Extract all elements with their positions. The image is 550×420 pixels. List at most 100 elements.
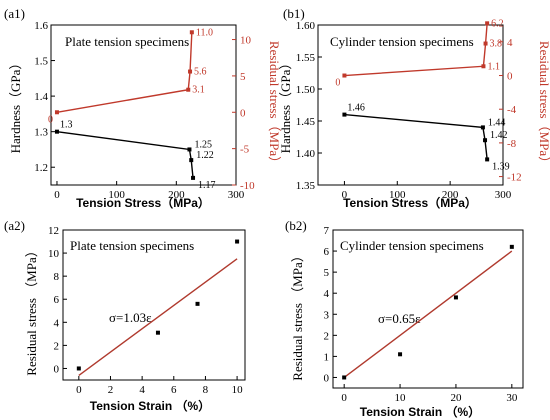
- data-label: 3.1: [192, 85, 205, 96]
- panel-a2: (a2) Plate tension specimens Tension Str…: [4, 218, 246, 413]
- y-tick-label: 1.50: [296, 84, 316, 96]
- x-tick-label: 2: [108, 384, 114, 396]
- x-tick-label: 0: [342, 189, 348, 201]
- data-point: [189, 30, 194, 35]
- x-tick-label: 30: [506, 392, 518, 404]
- data-point: [342, 112, 347, 117]
- x-tick-label: 200: [442, 189, 459, 201]
- data-point: [480, 125, 485, 130]
- data-label: 1.17: [198, 180, 216, 191]
- data-point: [481, 64, 486, 69]
- y-tick-label: 3: [324, 309, 330, 321]
- panel-a1: (a1) Plate tension specimens Tension Str…: [4, 6, 282, 210]
- y-tick-label: 2: [54, 340, 60, 352]
- y-tick-label: 10: [48, 248, 60, 260]
- data-point: [155, 330, 160, 335]
- y-axis-label-a2: Residual stress （MPa）: [24, 244, 39, 375]
- data-point: [186, 87, 191, 92]
- data-label: 1.46: [347, 103, 365, 114]
- y-axis-label-b1: Hardness（GPa）: [278, 57, 293, 154]
- series-line: [344, 113, 488, 160]
- series-line: [56, 130, 194, 178]
- y2-tick-label: -4: [507, 104, 517, 116]
- x-tick-label: 300: [495, 189, 512, 201]
- y-axis-label-a1: Hardness（GPa）: [8, 57, 23, 154]
- data-point: [485, 21, 490, 26]
- y-tick-label: 1.5: [34, 56, 48, 68]
- y2-tick-label: -10: [240, 180, 255, 192]
- y-tick-label: 4: [54, 317, 60, 329]
- y-tick-label: 4: [324, 288, 330, 300]
- y2-tick-label: -5: [240, 144, 250, 156]
- data-label: 3.8: [490, 39, 503, 50]
- data-point: [509, 244, 514, 249]
- x-tick-label: 200: [168, 189, 185, 201]
- x-tick-label: 4: [139, 384, 145, 396]
- data-label: 1.44: [488, 117, 506, 128]
- y-tick-label: 1.45: [296, 116, 316, 128]
- y-tick-label: 1: [324, 351, 330, 363]
- y-tick-label: 1.40: [296, 148, 316, 160]
- fit-line: [343, 250, 513, 379]
- x-tick-label: 20: [450, 392, 462, 404]
- data-point: [342, 73, 347, 78]
- data-point: [54, 110, 59, 115]
- data-label: 1.3: [60, 120, 73, 131]
- plot-frame-a2: [62, 229, 246, 381]
- x-tick-label: 10: [232, 384, 244, 396]
- x-tick-label: 10: [395, 392, 407, 404]
- y-tick-label: 1.4: [34, 91, 48, 103]
- y2-tick-label: -8: [507, 138, 517, 150]
- data-label: 1.25: [194, 139, 212, 150]
- y-tick-label: 0: [54, 363, 60, 375]
- y-tick-label: 1.3: [34, 127, 48, 139]
- y2-tick-label: 10: [240, 35, 252, 47]
- data-point: [187, 147, 192, 152]
- y-tick-label: 1.55: [296, 52, 316, 64]
- series-line: [56, 32, 193, 113]
- y-tick-label: 2: [324, 330, 330, 342]
- panel-label-a1: (a1): [4, 6, 25, 21]
- chart-title-a1: Plate tension specimens: [65, 34, 189, 49]
- x-axis-label-b1: Tension Stress（MPa）: [343, 195, 477, 210]
- chart-title-b1: Cylinder tension specimens: [330, 34, 474, 49]
- data-point: [453, 295, 458, 300]
- y-tick-label: 7: [324, 225, 330, 237]
- y2-tick-label: 4: [507, 37, 513, 49]
- plot-frame-b2: [332, 229, 524, 389]
- data-point: [483, 41, 488, 46]
- y-tick-label: 5: [324, 267, 330, 279]
- panel-b1: (b1) Cylinder tension specimens Tension …: [278, 6, 550, 210]
- x-tick-label: 8: [203, 384, 209, 396]
- x-axis-label-a1: Tension Stress（MPa）: [76, 195, 210, 210]
- data-point: [483, 138, 488, 143]
- y-tick-label: 6: [324, 246, 330, 258]
- data-point: [235, 239, 240, 244]
- data-label: 6.2: [491, 18, 504, 29]
- panel-b2: (b2) Cylinder tension specimens Tension …: [285, 218, 524, 419]
- fit-equation-a2: σ=1.03ε: [109, 310, 152, 325]
- x-tick-label: 0: [341, 392, 347, 404]
- y-tick-label: 1.35: [296, 180, 316, 192]
- y-tick-label: 1.6: [34, 20, 48, 32]
- data-point: [191, 175, 196, 180]
- data-point: [76, 366, 81, 371]
- fit-equation-b2: σ=0.65ε: [378, 311, 421, 326]
- fit-line: [78, 258, 238, 376]
- panel-label-b1: (b1): [283, 6, 305, 21]
- x-tick-label: 100: [108, 189, 125, 201]
- data-point: [485, 157, 490, 162]
- x-axis-label-b2: Tension Strain （%）: [360, 404, 480, 419]
- y2-tick-label: 5: [240, 71, 246, 83]
- y2-axis-label-b1: Residual stress（MPa）: [537, 41, 550, 169]
- data-point: [54, 129, 59, 134]
- data-point: [342, 375, 347, 380]
- y-tick-label: 6: [54, 294, 60, 306]
- data-label: 1.22: [196, 150, 214, 161]
- y-tick-label: 1.60: [296, 20, 316, 32]
- y-axis-label-b2: Residual stress （MPa）: [290, 249, 305, 380]
- data-label: 5.6: [194, 67, 207, 78]
- x-tick-label: 300: [228, 189, 245, 201]
- chart-title-b2: Cylinder tension specimens: [340, 238, 484, 253]
